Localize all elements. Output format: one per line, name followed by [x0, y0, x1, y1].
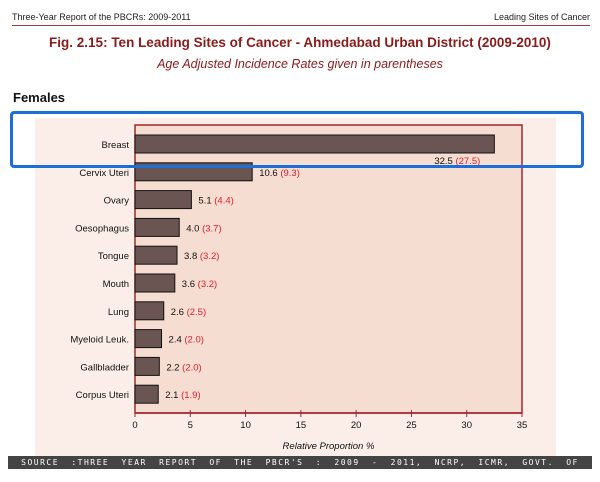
value-label: 2.6 (2.5) — [171, 307, 206, 318]
category-label: Tongue — [98, 251, 129, 262]
x-tick-label: 5 — [188, 420, 193, 431]
figure-title: Fig. 2.15: Ten Leading Sites of Cancer -… — [49, 35, 551, 50]
bar-6 — [134, 301, 165, 321]
value-label: 2.2 (2.0) — [166, 362, 201, 373]
x-axis-label: Relative Proportion % — [283, 441, 375, 452]
aair-label: (2.5) — [187, 307, 207, 318]
bar-0 — [134, 134, 495, 154]
bar-3 — [134, 217, 180, 237]
aair-label: (4.4) — [214, 196, 234, 207]
bar-7 — [134, 329, 163, 349]
value-label: 3.6 (3.2) — [182, 279, 217, 290]
value-label: 3.8 (3.2) — [184, 251, 219, 262]
value-label: 2.4 (2.0) — [169, 335, 204, 346]
x-tick-label: 20 — [351, 420, 362, 431]
aair-label: (9.3) — [280, 168, 300, 179]
aair-label: (2.0) — [182, 362, 202, 373]
category-label: Oesophagus — [75, 223, 129, 234]
value-label: 4.0 (3.7) — [186, 223, 221, 234]
category-label: Gallbladder — [80, 362, 129, 373]
value-label: 5.1 (4.4) — [198, 196, 233, 207]
category-label: Cervix Uteri — [79, 168, 129, 179]
bar-2 — [134, 190, 192, 210]
bar-chart: Breast 32.5 (27.5) Cervix Uteri 10.6 (9.3) O… — [35, 118, 556, 456]
bar-5 — [134, 273, 176, 293]
category-label: Ovary — [104, 196, 130, 207]
category-label: Mouth — [103, 279, 129, 290]
value-label: 32.5 (27.5) — [434, 156, 480, 167]
aair-label: (27.5) — [455, 156, 480, 167]
x-tick-label: 15 — [296, 420, 307, 431]
source-footer: Source :Three Year Report of the PBCR's … — [8, 456, 592, 480]
header-left: Three-Year Report of the PBCRs: 2009-201… — [12, 12, 191, 22]
category-label: Myeloid Leuk. — [70, 335, 129, 346]
header-rule — [12, 25, 590, 26]
x-tick-label: 10 — [240, 420, 251, 431]
aair-label: (1.9) — [181, 390, 201, 401]
aair-label: (3.7) — [202, 223, 222, 234]
aair-label: (2.0) — [184, 335, 204, 346]
header-right: Leading Sites of Cancer — [493, 12, 590, 22]
x-tick-label: 35 — [517, 420, 528, 431]
value-label: 2.1 (1.9) — [165, 390, 200, 401]
category-label: Corpus Uteri — [76, 390, 129, 401]
figure-subtitle: Age Adjusted Incidence Rates given in pa… — [157, 57, 443, 71]
bar-4 — [134, 245, 178, 265]
category-label: Breast — [102, 140, 130, 151]
highlight-box — [10, 111, 584, 168]
aair-label: (3.2) — [198, 279, 218, 290]
x-tick-label: 0 — [132, 420, 137, 431]
bar-8 — [134, 356, 160, 376]
category-label: Lung — [108, 307, 129, 318]
value-label: 10.6 (9.3) — [259, 168, 300, 179]
section-label: Females — [13, 90, 66, 105]
x-tick-label: 30 — [461, 420, 472, 431]
bar-9 — [134, 384, 159, 404]
aair-label: (3.2) — [200, 251, 220, 262]
x-tick-label: 25 — [406, 420, 417, 431]
